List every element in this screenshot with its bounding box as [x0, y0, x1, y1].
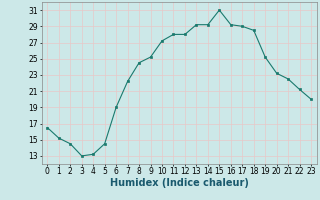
X-axis label: Humidex (Indice chaleur): Humidex (Indice chaleur): [110, 178, 249, 188]
